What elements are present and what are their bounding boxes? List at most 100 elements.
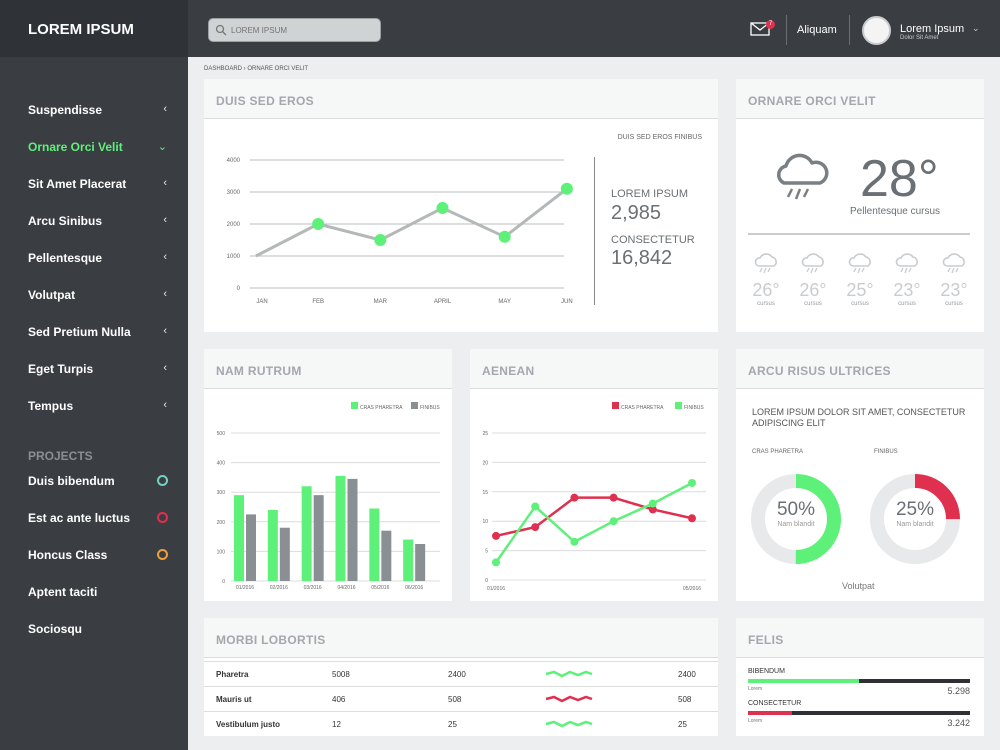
cloud-rain-icon — [895, 253, 918, 274]
chevron-left-icon[interactable]: ‹ — [163, 214, 167, 226]
data-point[interactable] — [492, 531, 500, 540]
data-point[interactable] — [648, 499, 657, 508]
project-item[interactable]: Duis bibendum — [28, 474, 173, 488]
sidebar-item[interactable]: Sed Pretium Nulla ‹ — [28, 325, 173, 341]
data-point[interactable] — [498, 230, 511, 243]
donut-arc[interactable] — [870, 474, 960, 564]
project-item[interactable]: Aptent taciti — [28, 585, 173, 599]
progress-sub: Lorem — [748, 718, 763, 724]
y-tick-label: 25 — [482, 431, 488, 437]
chevron-down-icon[interactable]: ⌄ — [972, 23, 980, 33]
chevron-left-icon[interactable]: ‹ — [163, 362, 167, 374]
status-dot-icon — [157, 475, 168, 486]
search-input[interactable] — [231, 23, 371, 38]
chevron-left-icon[interactable]: ‹ — [163, 103, 167, 115]
donut-label: CRAS PHARETRA — [752, 449, 804, 455]
project-item[interactable]: Est ac ante luctus — [28, 511, 173, 525]
progress-item: CONSECTETUR Lorem 3.242 — [748, 700, 970, 730]
bar[interactable] — [246, 514, 256, 581]
sidebar-item-label: Ornare Orci Velit — [28, 140, 123, 154]
series-line — [255, 187, 568, 258]
project-item[interactable]: Sociosqu — [28, 622, 173, 636]
legend-label: FINIBUS — [420, 405, 440, 411]
table-row[interactable]: Vestibulum justo 12 25 25 — [204, 711, 718, 736]
data-point[interactable] — [560, 182, 573, 195]
bar[interactable] — [279, 527, 290, 581]
progress-item: BIBENDUM Lorem 5.298 — [748, 668, 970, 698]
data-point[interactable] — [688, 478, 696, 487]
card-title: NAM RUTRUM — [216, 364, 302, 378]
bar[interactable] — [313, 495, 324, 581]
project-label: Est ac ante luctus — [28, 511, 131, 525]
bar[interactable] — [415, 544, 426, 581]
sidebar-item[interactable]: Tempus ‹ — [28, 399, 173, 415]
sidebar-item[interactable]: Suspendisse ‹ — [28, 103, 173, 119]
project-item[interactable]: Honcus Class — [28, 548, 173, 562]
sidebar-item-label: Sit Amet Placerat — [28, 177, 127, 191]
data-point[interactable] — [436, 202, 449, 214]
table-row[interactable]: Mauris ut 406 508 508 — [204, 686, 718, 711]
bar[interactable] — [335, 475, 346, 581]
chevron-left-icon[interactable]: ‹ — [163, 288, 167, 300]
bar[interactable] — [381, 530, 392, 581]
data-point[interactable] — [374, 234, 387, 246]
sidebar-item-label: Tempus — [28, 399, 74, 413]
data-point[interactable] — [531, 523, 540, 532]
bar[interactable] — [234, 495, 244, 581]
data-point[interactable] — [688, 514, 696, 523]
stat-label: LOREM IPSUM — [611, 188, 689, 200]
data-point[interactable] — [648, 505, 657, 514]
sidebar-item[interactable]: Eget Turpis ‹ — [28, 362, 173, 378]
donut-arc[interactable] — [751, 474, 841, 564]
forecast-day: 26° cursus — [746, 253, 786, 307]
chevron-left-icon[interactable]: ‹ — [163, 325, 167, 337]
sidebar-item[interactable]: Arcu Sinibus ‹ — [28, 214, 173, 230]
data-point[interactable] — [609, 517, 618, 526]
user-name[interactable]: Lorem Ipsum — [900, 23, 965, 35]
user-subtitle: Dolor Sit Amet — [900, 35, 939, 41]
card-title: AENEAN — [482, 364, 535, 378]
sidebar-item[interactable]: Volutpat ‹ — [28, 288, 173, 304]
table-row[interactable]: Pharetra 5008 2400 2400 — [204, 661, 718, 686]
data-point[interactable] — [531, 502, 540, 511]
divider — [748, 233, 970, 235]
table-cell: 5008 — [332, 670, 350, 679]
data-point[interactable] — [570, 493, 579, 502]
bar[interactable] — [347, 478, 358, 581]
data-point[interactable] — [312, 218, 325, 230]
y-tick-label: 0 — [237, 286, 241, 292]
current-temp: 28° — [860, 150, 939, 208]
card-title: FELIS — [748, 633, 784, 647]
card-felis: FELIS BIBENDUM Lorem 5.298 CONSECTETUR Lorem… — [736, 618, 984, 736]
table-cell: 25 — [448, 720, 457, 729]
sidebar-item[interactable]: Ornare Orci Velit ⌄ — [28, 140, 173, 156]
bar[interactable] — [301, 486, 312, 581]
progress-label: BIBENDUM — [748, 668, 785, 675]
donut-label: FINIBUS — [874, 449, 898, 455]
sidebar-item[interactable]: Pellentesque ‹ — [28, 251, 173, 267]
chevron-left-icon[interactable]: ‹ — [163, 399, 167, 411]
bar[interactable] — [403, 539, 414, 581]
y-tick-label: 300 — [217, 490, 226, 496]
bar[interactable] — [369, 508, 380, 581]
brand-logo[interactable]: LOREM IPSUM — [0, 0, 188, 57]
search-box[interactable] — [208, 18, 381, 42]
chevron-down-icon[interactable]: ⌄ — [157, 141, 167, 153]
data-point[interactable] — [570, 537, 579, 546]
forecast-day: 23° cursus — [934, 253, 974, 307]
avatar[interactable] — [862, 16, 891, 45]
chevron-left-icon[interactable]: ‹ — [163, 251, 167, 263]
project-label: Aptent taciti — [28, 585, 98, 599]
data-point[interactable] — [609, 493, 618, 502]
x-tick-label: FEB — [312, 299, 324, 305]
chevron-left-icon[interactable]: ‹ — [163, 177, 167, 189]
top-link[interactable]: Aliquam — [797, 24, 837, 36]
data-point[interactable] — [492, 558, 500, 567]
forecast-temp: 23° — [893, 280, 921, 300]
forecast-temp: 26° — [799, 280, 827, 300]
bar[interactable] — [267, 509, 278, 581]
breadcrumb[interactable]: DASHBOARD › ORNARE ORCI VELIT — [204, 66, 309, 72]
divider — [786, 15, 787, 45]
bar-chart: 500 400 300 200 100 0 01/2016 02/2016 03/2016 04/… — [217, 402, 440, 591]
sidebar-item[interactable]: Sit Amet Placerat ‹ — [28, 177, 173, 193]
